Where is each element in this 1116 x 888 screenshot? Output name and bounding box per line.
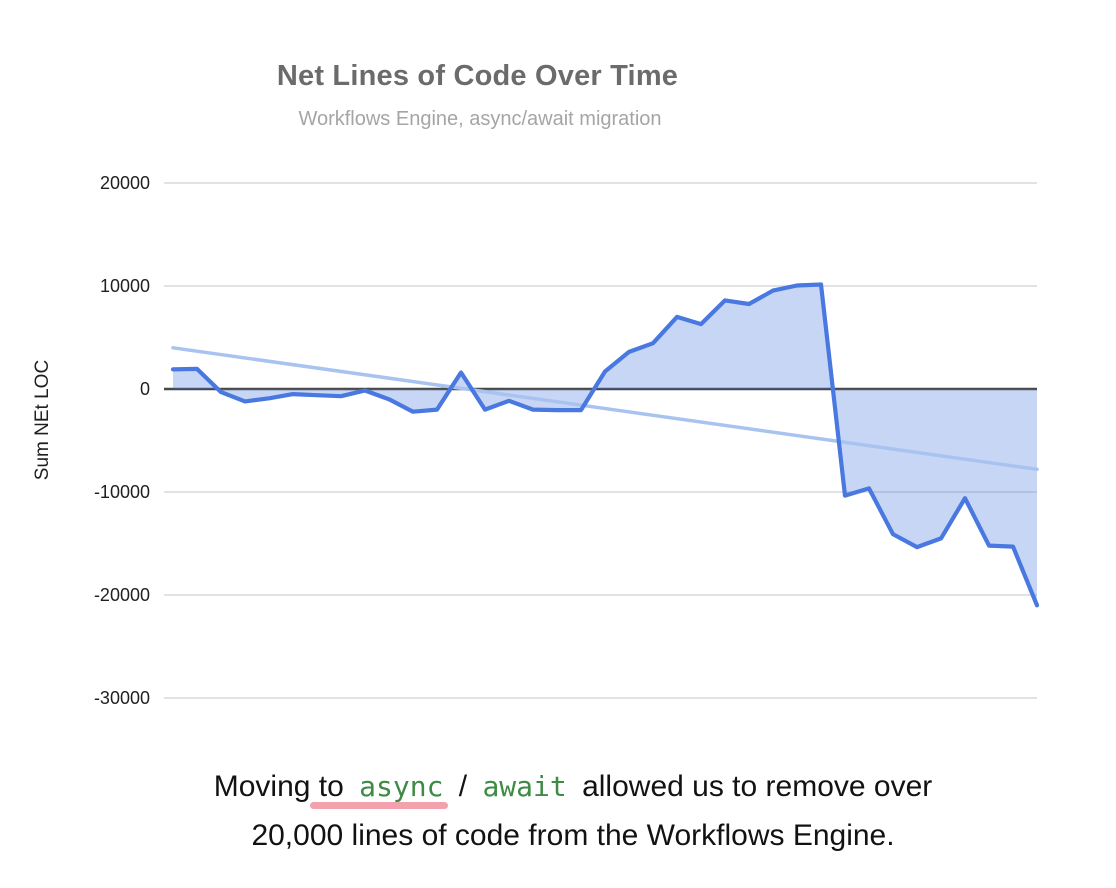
caption-line-1: Moving to async / await allowed us to re… bbox=[30, 762, 1116, 811]
y-tick-label-20000: 20000 bbox=[99, 173, 150, 193]
chart-subtitle: Workflows Engine, async/await migration bbox=[298, 108, 662, 130]
caption-text-segment: allowed us to remove over bbox=[573, 770, 933, 803]
y-tick-label-0: 0 bbox=[139, 379, 150, 399]
series-line bbox=[170, 282, 1040, 608]
caption-text-segment: Moving to bbox=[213, 770, 353, 803]
caption-line-2: 20,000 lines of code from the Workflows … bbox=[251, 819, 895, 852]
y-tick-label--20000: -20000 bbox=[93, 585, 150, 605]
y-tick-label--30000: -30000 bbox=[93, 688, 150, 708]
trend-line bbox=[171, 346, 1039, 472]
y-tick-label-10000: 10000 bbox=[99, 276, 150, 296]
y-tick-label--10000: -10000 bbox=[93, 482, 150, 502]
y-axis-tick-labels: 20000 10000 0 -10000 -20000 -30000 bbox=[0, 0, 150, 760]
plot-area bbox=[164, 182, 1040, 699]
caption-text-segment: / bbox=[450, 770, 476, 803]
chart-title: Net Lines of Code Over Time bbox=[276, 60, 679, 92]
caption-code-await: await bbox=[482, 770, 567, 803]
caption: Moving to async / await allowed us to re… bbox=[30, 762, 1116, 860]
area-fill bbox=[173, 284, 1037, 606]
caption-code-async: async bbox=[352, 770, 450, 803]
